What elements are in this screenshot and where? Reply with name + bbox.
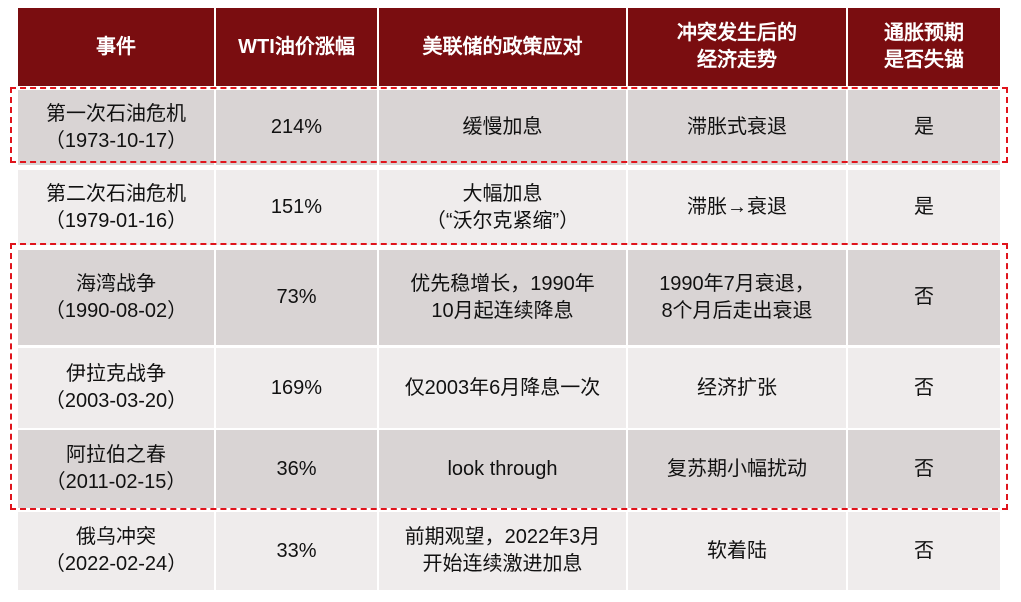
table-cell: 冲突发生后的 经济走势 [628,8,846,86]
table-cell: 大幅加息 （“沃尔克紧缩”） [379,170,626,245]
cell-text: 滞胀→衰退 [687,196,787,218]
table-cell: 169% [216,348,377,428]
cell-text: 169% [270,376,323,399]
cell-text: 复苏期小幅扰动 [667,457,807,480]
cell-text: 10月起连续降息 [431,299,574,322]
table-cell: 151% [216,170,377,245]
cell-text: look through [447,457,558,480]
cell-text: 缓慢加息 [462,116,543,138]
table-cell: 复苏期小幅扰动 [628,430,846,508]
cell-text: （2022-02-24） [44,553,188,575]
cell-text: 8个月后走出衰退 [661,299,813,322]
cell-text: 通胀预期 [884,22,964,44]
table-cell: 仅2003年6月降息一次 [379,348,626,428]
cell-text: 大幅加息 [462,182,543,205]
cell-text: （1990-08-02） [44,299,188,322]
cell-text: （2011-02-15） [45,471,187,493]
cell-text: 36% [276,457,317,480]
table-cell: 第二次石油危机 （1979-01-16） [18,170,214,245]
table-cell: WTI油价涨幅 [216,8,377,86]
table-cell: 软着陆 [628,512,846,590]
table-cell: 伊拉克战争 （2003-03-20） [18,348,214,428]
table-cell: 36% [216,430,377,508]
table-cell: 是 [848,170,1000,245]
cell-text: 是否失锚 [884,49,964,71]
table-cell: look through [379,430,626,508]
cell-text: 151% [270,196,323,218]
table-cell: 事件 [18,8,214,86]
cell-text: 否 [914,286,934,308]
cell-text: （1973-10-17） [44,129,188,152]
cell-text: 俄乌冲突 [76,526,156,548]
cell-text: 滞胀式衰退 [687,116,787,138]
cell-text: 第一次石油危机 [46,102,186,125]
table-cell: 通胀预期 是否失锚 [848,8,1000,86]
cell-text: WTI油价涨幅 [238,35,355,58]
table-cell: 阿拉伯之春 （2011-02-15） [18,430,214,508]
table-cell: 优先稳增长，1990年 10月起连续降息 [379,250,626,345]
table-cell: 滞胀→衰退 [628,170,846,245]
cell-text: 软着陆 [707,539,767,562]
table-cell: 俄乌冲突 （2022-02-24） [18,512,214,590]
cell-text: 经济扩张 [697,376,777,399]
table-cell: 海湾战争 （1990-08-02） [18,250,214,345]
cell-text: 美联储的政策应对 [422,35,583,58]
cell-text: 否 [914,539,934,562]
cell-text: 33% [276,539,317,562]
cell-text: （“沃尔克紧缩”） [425,209,580,232]
table-cell: 33% [216,512,377,590]
cell-text: （1979-01-16） [44,209,188,232]
cell-text: 开始连续激进加息 [422,553,583,575]
cell-text: 前期观望，2022年3月 [404,526,601,548]
highlight-box [10,243,1008,510]
table-cell: 第一次石油危机 （1973-10-17） [18,90,214,165]
table-cell: 前期观望，2022年3月 开始连续激进加息 [379,512,626,590]
cell-text: 优先稳增长，1990年 [410,272,595,295]
cell-text: 否 [914,376,934,399]
cell-text: 经济走势 [697,49,777,71]
table-cell: 经济扩张 [628,348,846,428]
cell-text: 是 [914,116,934,138]
cell-text: 1990年7月衰退， [659,272,815,295]
cell-text: 海湾战争 [76,272,156,295]
cell-text: 73% [276,286,317,308]
cell-text: 第二次石油危机 [46,182,186,205]
cell-text: 伊拉克战争 [66,363,166,385]
cell-text: （2003-03-20） [44,390,188,412]
table-cell: 否 [848,430,1000,508]
table-cell: 是 [848,90,1000,165]
table-cell: 缓慢加息 [379,90,626,165]
cell-text: 是 [914,196,934,218]
cell-text: 仅2003年6月降息一次 [404,376,601,399]
table-cell: 否 [848,512,1000,590]
table-cell: 73% [216,250,377,345]
cell-text: 事件 [96,35,136,58]
table-cell: 214% [216,90,377,165]
cell-text: 冲突发生后的 [677,22,797,44]
highlight-box [10,87,1008,163]
cell-text: 214% [270,116,323,138]
table-cell: 否 [848,348,1000,428]
table-cell: 美联储的政策应对 [379,8,626,86]
table-cell: 滞胀式衰退 [628,90,846,165]
cell-text: 否 [914,457,934,480]
table-cell: 否 [848,250,1000,345]
table-cell: 1990年7月衰退， 8个月后走出衰退 [628,250,846,345]
cell-text: 阿拉伯之春 [66,444,166,466]
